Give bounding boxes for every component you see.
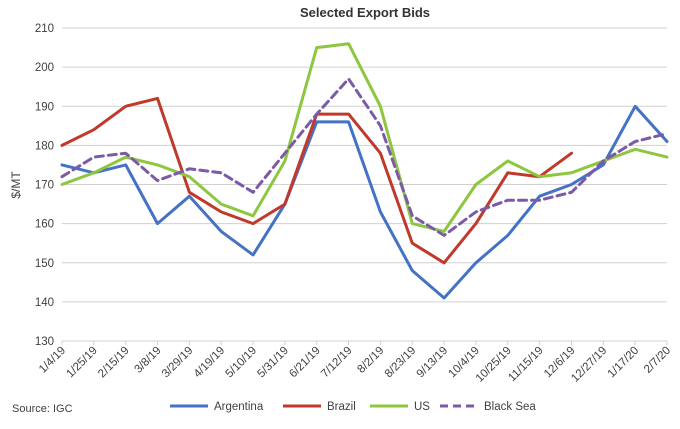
legend: Argentina Brazil US Black Sea bbox=[170, 401, 536, 413]
y-tick-150: 150 bbox=[35, 258, 54, 270]
x-tick-label: 3/8/19 bbox=[133, 345, 164, 376]
y-tick-200: 200 bbox=[35, 62, 54, 74]
y-tick-160: 160 bbox=[35, 219, 54, 231]
y-tick-140: 140 bbox=[35, 297, 54, 309]
gridlines bbox=[62, 27, 667, 342]
x-tick-labels: 1/4/191/25/192/15/19 3/8/193/29/194/19/19… bbox=[37, 341, 673, 385]
x-tick-label: 7/12/19 bbox=[319, 345, 355, 381]
x-tick-label: 12/27/19 bbox=[569, 345, 609, 385]
x-tick-label: 4/19/19 bbox=[192, 345, 228, 381]
y-axis-label: $/MT bbox=[9, 171, 23, 199]
x-tick-label: 8/23/19 bbox=[383, 345, 419, 381]
x-tick-label: 2/7/20 bbox=[642, 345, 673, 376]
series-lines bbox=[60, 42, 669, 300]
y-tick-130: 130 bbox=[35, 336, 54, 348]
legend-label-brazil: Brazil bbox=[327, 401, 356, 413]
chart-title: Selected Export Bids bbox=[300, 5, 430, 20]
x-tick-label: 8/2/19 bbox=[355, 345, 386, 376]
x-tick-label: 1/25/19 bbox=[64, 345, 100, 381]
y-tick-180: 180 bbox=[35, 140, 54, 152]
legend-label-us: US bbox=[414, 401, 430, 413]
x-tick-label: 3/29/19 bbox=[160, 345, 196, 381]
x-tick-label: 6/21/19 bbox=[287, 345, 323, 381]
source-note: Source: IGC bbox=[12, 403, 73, 415]
x-tick-label: 11/15/19 bbox=[506, 345, 546, 385]
legend-label-black-sea: Black Sea bbox=[484, 401, 536, 413]
y-tick-190: 190 bbox=[35, 101, 54, 113]
series-argentina bbox=[60, 104, 669, 300]
x-tick-label: 1/17/20 bbox=[606, 345, 642, 381]
y-tick-labels: 130 140 150 160 170 180 190 200 210 bbox=[35, 23, 54, 348]
x-tick-label: 5/31/19 bbox=[255, 345, 291, 381]
x-tick-label: 9/13/19 bbox=[415, 345, 451, 381]
legend-label-argentina: Argentina bbox=[214, 401, 264, 413]
series-us bbox=[60, 42, 669, 233]
y-tick-210: 210 bbox=[35, 23, 54, 35]
series-black-sea bbox=[60, 77, 669, 237]
y-tick-170: 170 bbox=[35, 180, 54, 192]
x-tick-label: 1/4/19 bbox=[37, 345, 68, 376]
x-tick-label: 2/15/19 bbox=[96, 345, 132, 381]
x-tick-label: 5/10/19 bbox=[224, 345, 260, 381]
